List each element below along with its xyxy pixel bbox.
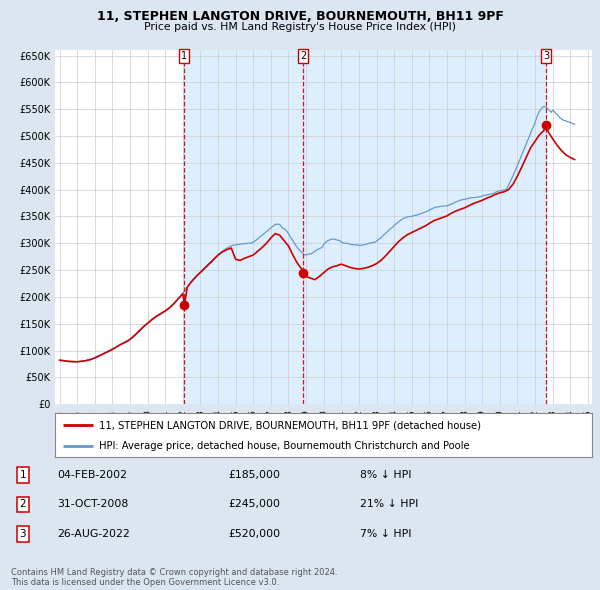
Text: 26-AUG-2022: 26-AUG-2022	[57, 529, 130, 539]
Text: 2: 2	[19, 500, 26, 509]
Text: 7% ↓ HPI: 7% ↓ HPI	[360, 529, 412, 539]
Text: 8% ↓ HPI: 8% ↓ HPI	[360, 470, 412, 480]
Text: Contains HM Land Registry data © Crown copyright and database right 2024.
This d: Contains HM Land Registry data © Crown c…	[11, 568, 337, 587]
Text: HPI: Average price, detached house, Bournemouth Christchurch and Poole: HPI: Average price, detached house, Bour…	[99, 441, 470, 451]
Text: 1: 1	[19, 470, 26, 480]
Text: 31-OCT-2008: 31-OCT-2008	[57, 500, 128, 509]
Text: 3: 3	[544, 51, 550, 61]
Text: Price paid vs. HM Land Registry's House Price Index (HPI): Price paid vs. HM Land Registry's House …	[144, 22, 456, 32]
Text: 2: 2	[300, 51, 306, 61]
Text: £185,000: £185,000	[228, 470, 280, 480]
Text: £245,000: £245,000	[228, 500, 280, 509]
Text: £520,000: £520,000	[228, 529, 280, 539]
Text: 11, STEPHEN LANGTON DRIVE, BOURNEMOUTH, BH11 9PF (detached house): 11, STEPHEN LANGTON DRIVE, BOURNEMOUTH, …	[99, 421, 481, 430]
Bar	[184, 50, 303, 404]
Text: 11, STEPHEN LANGTON DRIVE, BOURNEMOUTH, BH11 9PF: 11, STEPHEN LANGTON DRIVE, BOURNEMOUTH, …	[97, 10, 503, 23]
Text: 21% ↓ HPI: 21% ↓ HPI	[360, 500, 418, 509]
Text: 1: 1	[181, 51, 187, 61]
Bar	[303, 50, 547, 404]
Text: 3: 3	[19, 529, 26, 539]
Text: 04-FEB-2002: 04-FEB-2002	[57, 470, 127, 480]
